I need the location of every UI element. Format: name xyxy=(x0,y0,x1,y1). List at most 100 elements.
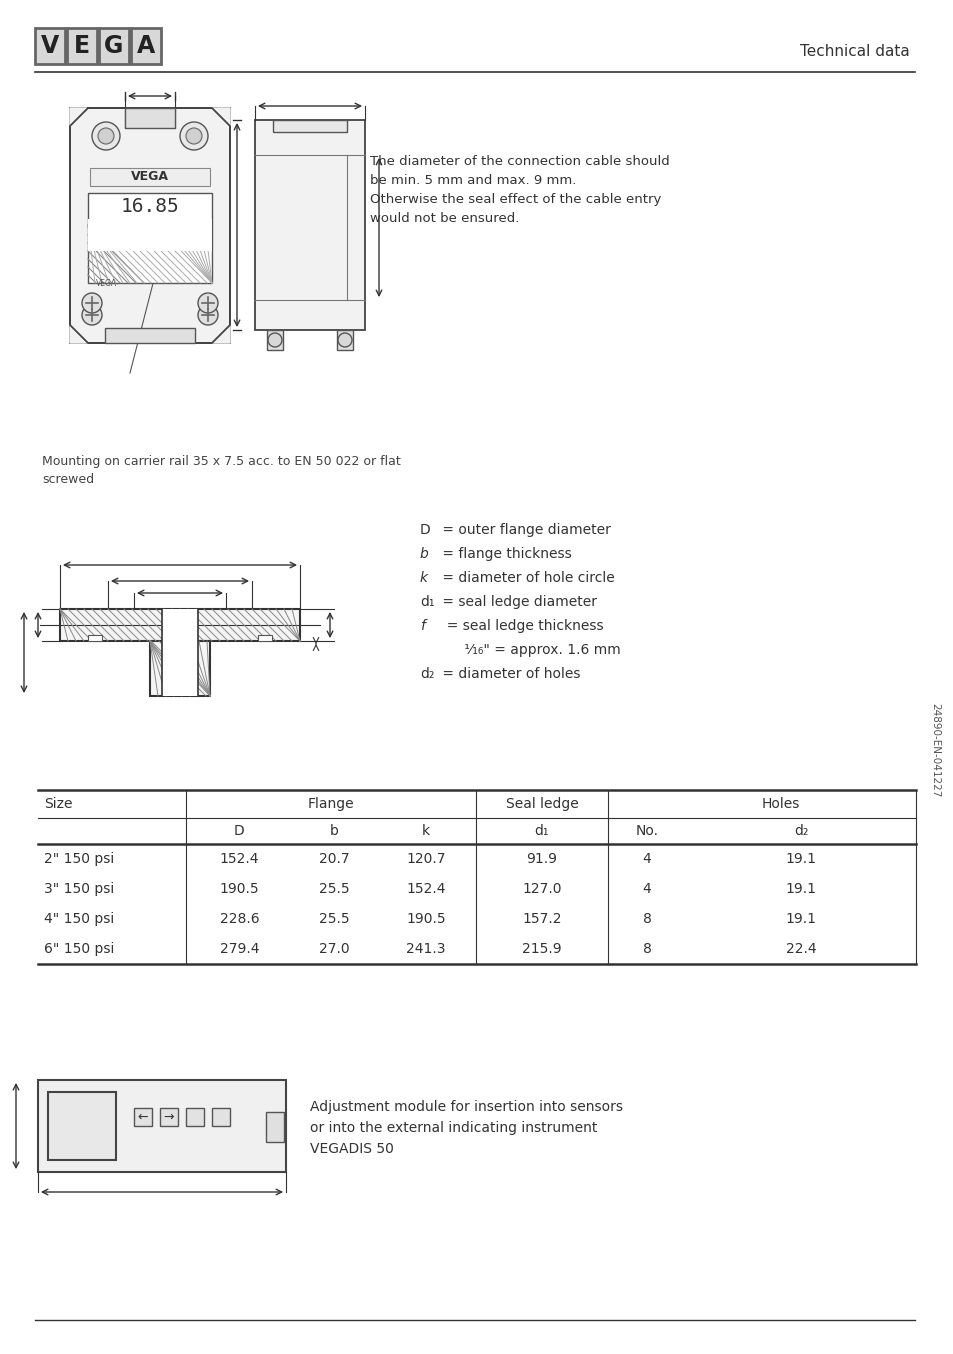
Bar xyxy=(88,194,212,283)
Text: 25.5: 25.5 xyxy=(319,881,350,896)
Circle shape xyxy=(186,129,202,144)
Bar xyxy=(48,1091,116,1160)
Text: f: f xyxy=(419,619,424,634)
Bar xyxy=(133,1108,152,1127)
Text: b: b xyxy=(330,825,338,838)
Bar xyxy=(67,28,97,64)
Bar xyxy=(125,108,174,129)
Bar xyxy=(267,330,283,349)
Circle shape xyxy=(91,122,120,150)
Text: D: D xyxy=(233,825,245,838)
Text: ←: ← xyxy=(137,1110,148,1124)
Text: Flange: Flange xyxy=(308,798,354,811)
Text: 241.3: 241.3 xyxy=(406,942,445,956)
Text: Technical data: Technical data xyxy=(800,45,909,60)
Text: 24890-EN-041227: 24890-EN-041227 xyxy=(929,703,939,798)
Text: d₁: d₁ xyxy=(535,825,549,838)
Text: 25.5: 25.5 xyxy=(319,913,350,926)
Text: 91.9: 91.9 xyxy=(526,852,557,867)
Bar xyxy=(160,1108,178,1127)
Text: 20.7: 20.7 xyxy=(319,852,350,867)
Bar xyxy=(60,609,299,640)
Text: 4: 4 xyxy=(642,881,651,896)
Text: VEGA: VEGA xyxy=(131,171,169,184)
Text: 16.85: 16.85 xyxy=(120,198,179,217)
Text: 3" 150 psi: 3" 150 psi xyxy=(44,881,114,896)
Bar xyxy=(35,28,65,64)
Text: 127.0: 127.0 xyxy=(521,881,561,896)
Circle shape xyxy=(82,305,102,325)
Circle shape xyxy=(180,122,208,150)
Text: Seal ledge: Seal ledge xyxy=(505,798,578,811)
Text: Adjustment module for insertion into sensors
or into the external indicating ins: Adjustment module for insertion into sen… xyxy=(310,1101,622,1155)
Circle shape xyxy=(337,333,352,347)
Text: →: → xyxy=(164,1110,174,1124)
Text: 27.0: 27.0 xyxy=(319,942,350,956)
Polygon shape xyxy=(70,325,88,343)
Bar xyxy=(99,28,129,64)
Polygon shape xyxy=(70,108,88,126)
Bar xyxy=(273,121,347,131)
Bar xyxy=(90,168,210,185)
Bar xyxy=(266,1112,284,1141)
Text: = diameter of hole circle: = diameter of hole circle xyxy=(437,571,614,585)
Text: ¹⁄₁₆" = approx. 1.6 mm: ¹⁄₁₆" = approx. 1.6 mm xyxy=(437,643,620,657)
Bar xyxy=(254,121,365,330)
Bar xyxy=(38,1080,286,1173)
Text: E: E xyxy=(74,34,90,58)
Text: Mounting on carrier rail 35 x 7.5 acc. to EN 50 022 or flat
screwed: Mounting on carrier rail 35 x 7.5 acc. t… xyxy=(42,455,400,486)
Text: d₂: d₂ xyxy=(793,825,807,838)
Text: 228.6: 228.6 xyxy=(219,913,259,926)
Bar xyxy=(131,28,161,64)
Text: Holes: Holes xyxy=(761,798,800,811)
Text: d₂: d₂ xyxy=(419,668,434,681)
Text: 8: 8 xyxy=(642,913,651,926)
Text: 120.7: 120.7 xyxy=(406,852,445,867)
Bar xyxy=(70,108,230,343)
Text: V: V xyxy=(41,34,59,58)
Text: 279.4: 279.4 xyxy=(219,942,259,956)
Text: 157.2: 157.2 xyxy=(521,913,561,926)
Text: 152.4: 152.4 xyxy=(406,881,445,896)
Text: = diameter of holes: = diameter of holes xyxy=(437,668,579,681)
Text: b: b xyxy=(419,547,428,561)
Circle shape xyxy=(198,292,218,313)
Text: 19.1: 19.1 xyxy=(784,913,816,926)
Text: 4: 4 xyxy=(642,852,651,867)
Text: = seal ledge thickness: = seal ledge thickness xyxy=(437,619,603,634)
Text: = flange thickness: = flange thickness xyxy=(437,547,571,561)
Bar xyxy=(162,609,198,696)
Text: 152.4: 152.4 xyxy=(219,852,259,867)
Text: 19.1: 19.1 xyxy=(784,881,816,896)
Bar xyxy=(257,635,272,640)
Text: 190.5: 190.5 xyxy=(406,913,445,926)
Text: 8: 8 xyxy=(642,942,651,956)
Bar xyxy=(212,1108,230,1127)
Text: d₁: d₁ xyxy=(419,594,434,609)
Text: 6" 150 psi: 6" 150 psi xyxy=(44,942,114,956)
Circle shape xyxy=(198,305,218,325)
Text: A: A xyxy=(136,34,155,58)
Text: G: G xyxy=(104,34,124,58)
Text: k: k xyxy=(419,571,428,585)
Text: 215.9: 215.9 xyxy=(521,942,561,956)
Text: The diameter of the connection cable should
be min. 5 mm and max. 9 mm.
Otherwis: The diameter of the connection cable sho… xyxy=(370,154,669,225)
Polygon shape xyxy=(212,108,230,126)
Bar xyxy=(88,219,212,250)
Bar xyxy=(150,640,210,696)
Polygon shape xyxy=(212,325,230,343)
Text: = seal ledge diameter: = seal ledge diameter xyxy=(437,594,597,609)
Text: 19.1: 19.1 xyxy=(784,852,816,867)
Text: Size: Size xyxy=(44,798,72,811)
Text: 2" 150 psi: 2" 150 psi xyxy=(44,852,114,867)
Bar xyxy=(88,225,212,283)
Text: D: D xyxy=(419,523,431,538)
Text: 190.5: 190.5 xyxy=(219,881,259,896)
Bar xyxy=(88,635,102,640)
Circle shape xyxy=(82,292,102,313)
Bar xyxy=(105,328,194,343)
Text: = outer flange diameter: = outer flange diameter xyxy=(437,523,610,538)
Text: 4" 150 psi: 4" 150 psi xyxy=(44,913,114,926)
Circle shape xyxy=(268,333,282,347)
Text: 22.4: 22.4 xyxy=(785,942,816,956)
